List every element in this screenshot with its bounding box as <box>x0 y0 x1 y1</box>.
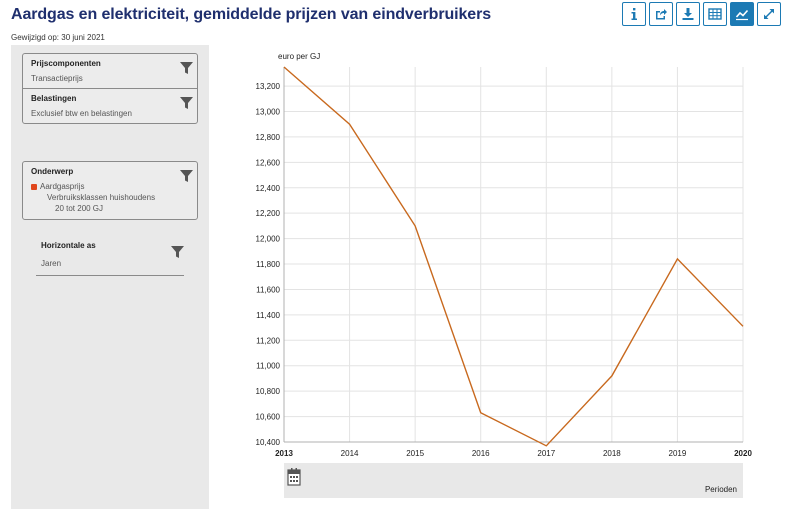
data-point[interactable] <box>347 122 352 127</box>
filter-prijscomponenten[interactable]: Prijscomponenten Transactieprijs <box>23 54 197 88</box>
toolbar <box>622 2 781 26</box>
share-icon <box>656 9 667 20</box>
y-tick-label: 10,800 <box>256 387 281 396</box>
filter-icon[interactable] <box>180 62 193 75</box>
x-tick-label: 2020 <box>734 449 752 458</box>
filter-icon[interactable] <box>180 170 193 183</box>
filter-value: Transactieprijs <box>31 74 83 83</box>
y-tick-label: 11,600 <box>256 285 280 294</box>
filter-value: Exclusief btw en belastingen <box>31 109 132 118</box>
y-tick-label: 10,600 <box>256 413 281 422</box>
filter-onderwerp[interactable]: Onderwerp Aardgasprijs Verbruiksklassen … <box>23 162 197 219</box>
y-tick-label: 13,000 <box>256 107 281 116</box>
chart-area: 10,400 10,600 10,800 11,000 11,200 11,400 11,6… <box>230 45 790 509</box>
info-button[interactable] <box>622 2 646 26</box>
y-tick-label: 12,000 <box>256 235 281 244</box>
filter-belastingen[interactable]: Belastingen Exclusief btw en belastingen <box>23 88 197 123</box>
series-line[interactable] <box>283 66 744 447</box>
data-point[interactable] <box>478 410 483 415</box>
series-color-dot <box>31 183 37 190</box>
x-tick-label: 2018 <box>603 449 621 458</box>
x-tick-label: 2017 <box>537 449 555 458</box>
filter-group-subject: Onderwerp Aardgasprijs Verbruiksklassen … <box>22 161 198 220</box>
line-chart-button[interactable] <box>730 2 754 26</box>
y-tick-label: 12,600 <box>256 158 281 167</box>
filter-value-text: Aardgasprijs <box>40 182 85 191</box>
download-icon <box>682 8 694 20</box>
fullscreen-icon <box>764 9 774 19</box>
y-tick-label: 11,200 <box>256 336 280 345</box>
filter-label: Prijscomponenten <box>31 59 101 68</box>
filter-label: Onderwerp <box>31 167 74 176</box>
filter-icon[interactable] <box>171 246 184 259</box>
data-point[interactable] <box>609 373 614 378</box>
y-tick-label: 11,000 <box>256 362 280 371</box>
y-tick-label: 11,400 <box>256 311 280 320</box>
page-title: Aardgas en elektriciteit, gemiddelde pri… <box>11 6 491 23</box>
y-tick-label: 11,800 <box>256 260 280 269</box>
y-axis-label: euro per GJ <box>278 52 320 61</box>
data-point[interactable] <box>282 65 287 70</box>
filter-icon[interactable] <box>180 97 193 110</box>
y-tick-label: 12,800 <box>256 133 281 142</box>
info-icon <box>631 8 637 20</box>
filter-label: Belastingen <box>31 94 77 103</box>
x-tick-label: 2014 <box>341 449 359 458</box>
share-button[interactable] <box>649 2 673 26</box>
filter-value: Jaren <box>41 259 62 268</box>
line-chart: 10,400 10,600 10,800 11,000 11,200 11,400 11,6… <box>256 52 753 458</box>
x-tick-label: 2016 <box>472 449 490 458</box>
y-tick-label: 12,400 <box>256 184 281 193</box>
table-button[interactable] <box>703 2 727 26</box>
y-tick-label: 10,400 <box>256 438 281 447</box>
y-tick-label: 12,200 <box>256 209 281 218</box>
updated-date: Gewijzigd op: 30 juni 2021 <box>11 33 105 42</box>
calendar-icon[interactable] <box>287 467 301 487</box>
download-button[interactable] <box>676 2 700 26</box>
x-axis-label: Perioden <box>704 485 737 494</box>
line-chart-icon <box>735 9 749 21</box>
filter-sub-range: 20 tot 200 GJ <box>55 204 104 213</box>
x-tick-label: 2015 <box>406 449 424 458</box>
filter-sub-category: Verbruiksklassen huishoudens <box>47 193 156 202</box>
filter-value: Aardgasprijs <box>31 182 189 191</box>
filter-label: Horizontale as <box>41 241 96 250</box>
y-tick-label: 13,200 <box>256 82 281 91</box>
fullscreen-button[interactable] <box>757 2 781 26</box>
data-point[interactable] <box>413 223 418 228</box>
data-point[interactable] <box>544 443 549 448</box>
data-point[interactable] <box>675 256 680 261</box>
x-tick-label: 2013 <box>275 449 293 458</box>
x-tick-label: 2019 <box>669 449 687 458</box>
filter-group-prices: Prijscomponenten Transactieprijs Belasti… <box>22 53 198 124</box>
table-icon <box>708 8 722 20</box>
sidebar: Prijscomponenten Transactieprijs Belasti… <box>11 45 209 509</box>
filter-horizontale-as[interactable]: Horizontale as Jaren <box>36 241 184 276</box>
data-point[interactable] <box>741 324 746 329</box>
period-bar: Perioden <box>284 463 743 498</box>
